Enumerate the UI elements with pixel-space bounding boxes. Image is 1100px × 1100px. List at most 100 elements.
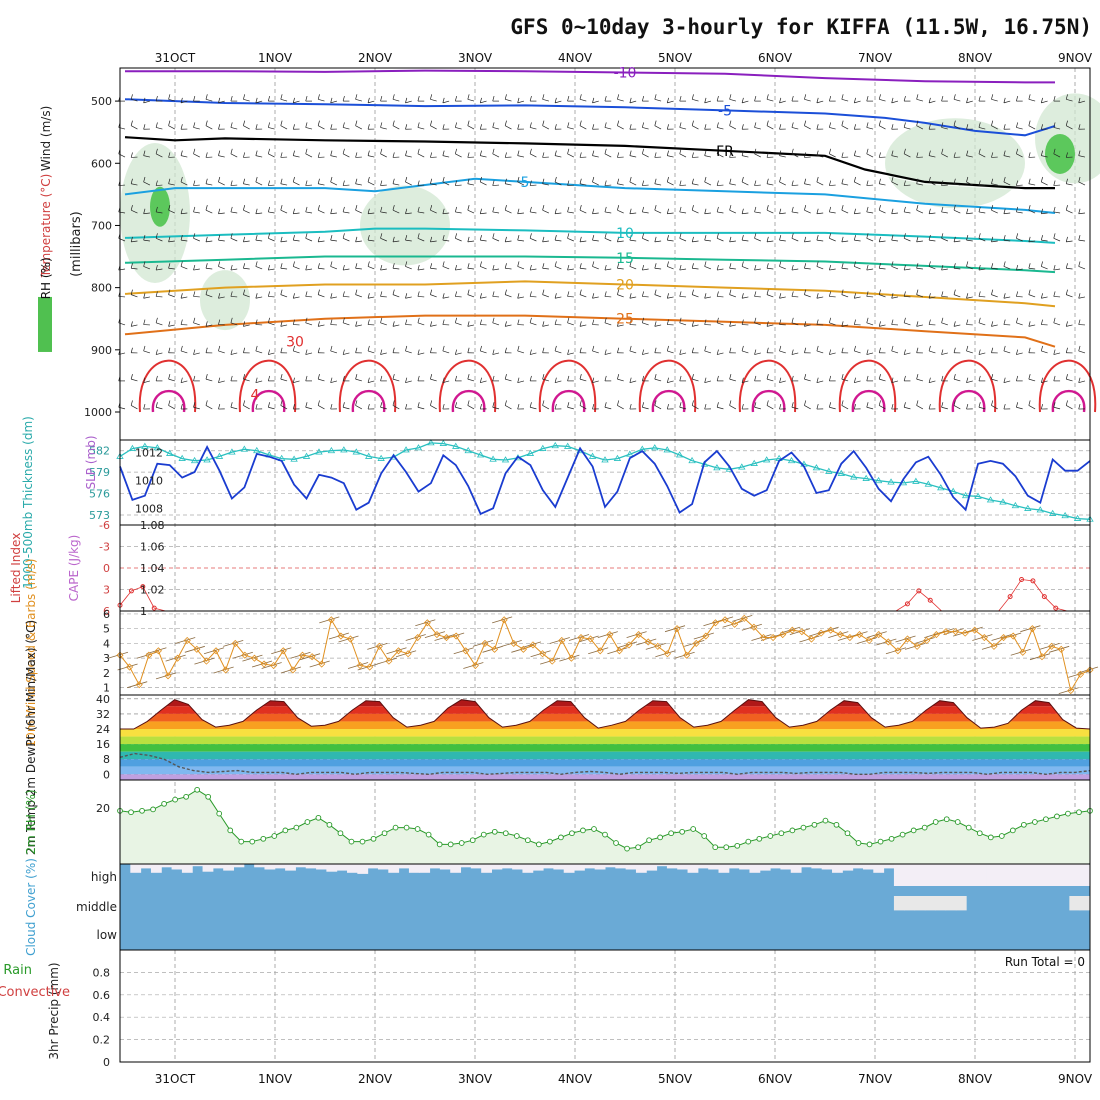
wind-barb-flag xyxy=(267,264,270,271)
rh-point xyxy=(425,831,432,838)
thickness-point xyxy=(812,464,821,471)
wind-barb-flag xyxy=(454,206,458,213)
wind-barb-flag xyxy=(168,289,171,295)
wind-barb-flag xyxy=(829,317,832,323)
wind-barb-flag xyxy=(654,94,657,100)
wind-barb-10m xyxy=(885,647,907,655)
wind-barb xyxy=(268,153,275,158)
wind-barb xyxy=(243,324,250,327)
wind-barb xyxy=(330,212,337,215)
wind-barb xyxy=(579,267,587,270)
rh-point xyxy=(679,828,686,835)
rh-point xyxy=(513,833,520,839)
wind-barb-flag xyxy=(205,347,208,353)
rh-point xyxy=(337,830,344,837)
rh-point xyxy=(767,833,774,839)
wind-barb xyxy=(978,184,986,186)
wind-barb xyxy=(243,294,250,298)
wind-barb xyxy=(978,296,986,298)
wind-barb xyxy=(442,181,450,186)
wind-speed-point xyxy=(980,633,988,642)
wind-barb-flag xyxy=(1040,345,1043,352)
wind-barb xyxy=(804,209,811,214)
wind-barb-flag xyxy=(804,263,807,269)
wind-barb-flag xyxy=(355,94,358,100)
cloud-high-gap xyxy=(945,864,957,886)
isotherm-line xyxy=(124,136,1055,190)
wind-barb-flag xyxy=(155,180,158,186)
wind-speed-point xyxy=(558,636,566,645)
wind-barb-flag xyxy=(230,291,233,297)
wind-barb xyxy=(579,405,587,410)
wind-barb xyxy=(941,296,948,298)
wind-barb-flag xyxy=(317,374,320,380)
wind-barb-flag xyxy=(629,319,632,325)
wind-barb-flag xyxy=(779,208,782,214)
wind-barb-flag xyxy=(417,291,420,297)
wind-barb-10m xyxy=(991,634,1012,641)
wind-barb-flag xyxy=(891,176,894,183)
wind-barb xyxy=(741,155,749,158)
wind-barb xyxy=(392,209,400,214)
wind-barb-flag xyxy=(143,403,146,410)
wind-barb xyxy=(218,100,225,104)
wind-barb xyxy=(205,183,213,186)
wind-barb xyxy=(704,350,712,354)
wind-barb xyxy=(579,240,587,243)
wind-barb xyxy=(380,406,387,410)
wind-barb xyxy=(854,239,861,242)
wind-barb-flag xyxy=(467,94,470,100)
wind-barb-flag xyxy=(779,235,782,241)
wind-barb-flag xyxy=(928,377,931,383)
wind-barb xyxy=(542,324,549,327)
wind-barb-flag xyxy=(766,400,769,406)
temp-band xyxy=(120,759,1090,767)
wind-barb xyxy=(180,239,188,242)
li-point xyxy=(1030,578,1036,584)
wind-barb-flag xyxy=(779,403,782,410)
wind-barb-flag xyxy=(467,178,470,184)
wind-barb xyxy=(617,267,624,270)
wind-barb xyxy=(928,380,936,384)
wind-barb-flag xyxy=(442,261,445,267)
thickness-tick: 582 xyxy=(89,445,110,458)
thickness-point xyxy=(850,473,858,480)
rh-point xyxy=(646,837,652,844)
wind-barb-flag xyxy=(1065,236,1068,242)
wind-barb-flag xyxy=(704,176,707,183)
wind-barb-flag xyxy=(766,236,769,242)
wind-barb-flag xyxy=(1040,176,1043,183)
wind-barb-flag xyxy=(193,264,196,271)
wind-barb xyxy=(841,125,849,130)
wind-barb-flag xyxy=(567,233,570,239)
wind-barb xyxy=(218,296,225,299)
wind-barb xyxy=(355,324,362,327)
wind-barb xyxy=(629,296,637,299)
wind-barb xyxy=(929,296,936,299)
wind-barb xyxy=(816,181,824,186)
wind-barb-flag xyxy=(130,236,133,242)
wind-barb xyxy=(904,127,911,130)
thickness-point xyxy=(1011,501,1020,509)
wind-barb-flag xyxy=(903,291,906,297)
wind-barb-flag xyxy=(479,150,482,156)
wind-barb xyxy=(791,127,799,130)
wind-barb-flag xyxy=(330,124,333,130)
date-label-top: 7NOV xyxy=(858,51,893,65)
thickness-point xyxy=(688,456,696,464)
wind-barb xyxy=(879,294,886,298)
wind-barb-flag xyxy=(704,97,707,103)
wind-barb-flag xyxy=(243,205,246,211)
wind-barb-flag xyxy=(317,205,320,211)
wind-barb-flag xyxy=(417,148,420,154)
wind-barb-flag xyxy=(729,205,732,211)
wind-barb xyxy=(791,237,799,242)
wind-barb-flag xyxy=(654,205,657,211)
thickness-tick: 576 xyxy=(89,488,110,501)
wind-barb xyxy=(654,240,662,243)
wind-barb-flag xyxy=(380,317,383,323)
wind-barb-flag xyxy=(953,120,956,126)
wind-barb-flag xyxy=(903,233,906,239)
wind-barb-flag xyxy=(641,349,645,355)
wind-barb-flag xyxy=(143,261,146,267)
